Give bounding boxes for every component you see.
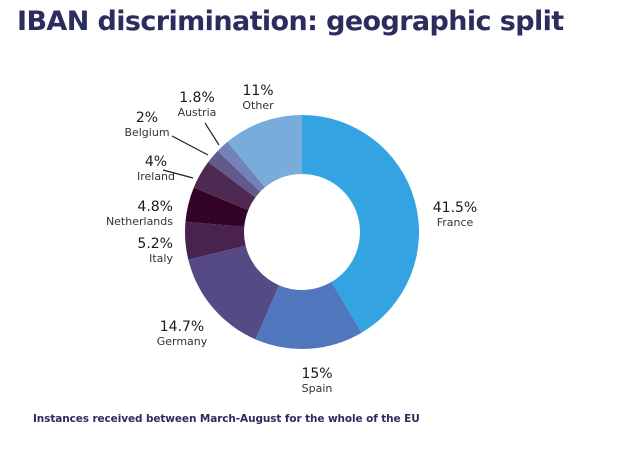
slice-netherlands <box>185 187 249 227</box>
slice-belgium <box>208 150 261 198</box>
donut-slices <box>185 115 419 350</box>
leader-line-austria <box>204 122 220 146</box>
category-label-france: France <box>437 216 474 229</box>
value-label-spain: 15% <box>301 366 332 382</box>
slice-other <box>227 115 302 188</box>
value-label-belgium: 2% <box>136 110 158 126</box>
slice-italy <box>185 221 246 260</box>
leader-line-ireland <box>162 169 194 179</box>
chart-subtitle: Instances received between March-August … <box>33 413 420 425</box>
value-label-other: 11% <box>242 83 273 99</box>
category-label-italy: Italy <box>149 252 173 265</box>
value-label-italy: 5.2% <box>137 236 173 252</box>
chart-title: IBAN discrimination: geographic split <box>17 6 564 37</box>
slice-germany <box>188 245 279 340</box>
category-label-belgium: Belgium <box>124 126 169 139</box>
slice-france <box>302 115 419 333</box>
slice-ireland <box>193 162 256 210</box>
category-label-netherlands: Netherlands <box>106 215 173 228</box>
leader-lines <box>162 122 220 179</box>
value-label-austria: 1.8% <box>179 90 215 106</box>
value-label-netherlands: 4.8% <box>137 199 173 215</box>
value-label-germany: 14.7% <box>160 319 204 335</box>
category-label-germany: Germany <box>157 335 208 348</box>
slice-spain <box>255 281 362 350</box>
category-label-ireland: Ireland <box>137 170 175 183</box>
category-label-spain: Spain <box>302 382 333 395</box>
category-label-other: Other <box>242 99 274 112</box>
slice-labels: 41.5%France 15%Spain 14.7%Germany 5.2%Italy… <box>106 83 477 395</box>
slice-austria <box>217 141 266 192</box>
value-label-france: 41.5% <box>433 200 477 216</box>
leader-line-belgium <box>171 135 209 156</box>
category-label-austria: Austria <box>178 106 217 119</box>
value-label-ireland: 4% <box>145 154 167 170</box>
